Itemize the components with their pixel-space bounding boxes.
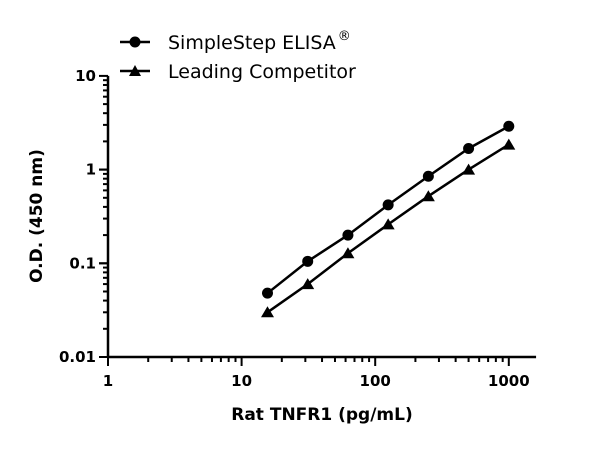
data-point-circle: [302, 255, 314, 267]
axes: 1 10 100 1000 0.01 0.1 1 10: [59, 67, 537, 390]
legend: SimpleStep ELISA ® Leading Competitor: [120, 29, 356, 83]
y-tick-label: 0.01: [59, 348, 96, 366]
legend-marker-circle: [129, 36, 141, 48]
data-point-triangle: [502, 138, 516, 150]
y-tick-label: 0.1: [69, 254, 96, 272]
x-tick-label: 10: [231, 372, 252, 390]
data-point-triangle: [260, 306, 274, 318]
data-point-circle: [342, 229, 354, 241]
x-tick-label: 1000: [488, 372, 530, 390]
data-point-circle: [503, 120, 515, 132]
legend-label-competitor: Leading Competitor: [168, 61, 356, 83]
y-axis-label: O.D. (450 nm): [27, 149, 47, 283]
data-point-circle: [382, 199, 394, 211]
data-point-circle: [261, 287, 273, 299]
registered-mark: ®: [338, 29, 351, 44]
data-point-triangle: [462, 163, 476, 175]
y-tick-label: 1: [86, 161, 96, 179]
legend-label-simplestep: SimpleStep ELISA ®: [168, 29, 351, 54]
data-point-circle: [422, 170, 434, 182]
data-point-triangle: [381, 218, 395, 230]
data-point-circle: [463, 142, 475, 154]
data-point-triangle: [341, 247, 355, 259]
data-point-triangle: [301, 278, 315, 290]
data-point-triangle: [421, 190, 435, 202]
series-0: [261, 120, 515, 299]
x-tick-label: 1: [103, 372, 113, 390]
y-tick-label: 10: [75, 67, 96, 85]
series-layer: [260, 120, 516, 318]
series-1: [260, 138, 516, 318]
legend-marker-triangle: [129, 65, 141, 76]
x-tick-label: 100: [360, 372, 391, 390]
x-axis-label: Rat TNFR1 (pg/mL): [231, 405, 413, 425]
